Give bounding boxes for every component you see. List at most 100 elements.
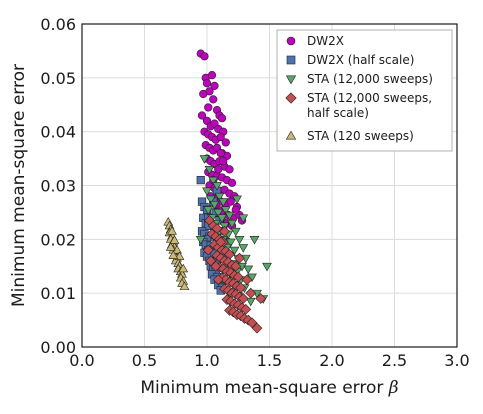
y-tick-label: 0.01 [40, 284, 76, 303]
data-point [241, 274, 253, 286]
legend-label: STA (12,000 sweeps, half scale) [307, 91, 432, 120]
data-point [196, 176, 205, 185]
x-axis-label-symbol: β [388, 378, 399, 398]
data-point [214, 165, 223, 174]
data-point [230, 227, 241, 237]
x-axis-label-text: Minimum mean-square error [140, 378, 383, 398]
x-axis-ticks: 0.0 0.5 1.0 1.5 2.0 2.5 3.0 [69, 351, 469, 370]
data-point [202, 244, 214, 256]
data-point [225, 165, 234, 174]
data-point [205, 255, 217, 267]
data-points [163, 49, 272, 334]
data-point [214, 192, 225, 202]
y-axis-label: Minimum mean-square error [9, 64, 29, 307]
legend-label: DW2X [307, 34, 344, 48]
y-tick-label: 0.06 [40, 15, 76, 34]
legend-marker [286, 55, 296, 65]
data-point [255, 293, 267, 304]
data-point [235, 282, 247, 294]
legend-label: STA (120 sweeps) [307, 129, 414, 143]
data-point [224, 211, 235, 221]
data-point [202, 187, 212, 197]
data-point [262, 262, 272, 272]
data-point [245, 287, 257, 299]
legend-marker [285, 92, 297, 104]
x-tick-label: 1.0 [194, 351, 219, 370]
data-point [234, 235, 245, 245]
data-point [199, 89, 208, 99]
data-point [240, 303, 252, 315]
x-tick-label: 0.5 [132, 351, 157, 370]
data-point [227, 219, 237, 229]
data-point [179, 281, 190, 291]
data-point [231, 205, 240, 214]
y-tick-label: 0.03 [40, 177, 76, 196]
data-point [217, 114, 227, 123]
data-point [249, 235, 260, 245]
data-point [178, 263, 189, 273]
y-tick-label: 0.05 [40, 69, 76, 88]
data-point [210, 260, 222, 272]
data-point [209, 95, 218, 104]
legend-entry-4: STA (12,000 sweeps, half scale) [285, 91, 432, 120]
y-axis-ticks: 0.00 0.01 0.02 0.03 0.04 0.05 0.06 [40, 15, 76, 357]
legend-entry-1: DW2X [286, 34, 344, 48]
data-point [208, 176, 219, 186]
data-point [165, 242, 176, 251]
legend-marker [285, 75, 297, 85]
data-point [227, 178, 237, 187]
legend-marker [286, 36, 296, 46]
data-point [212, 274, 224, 286]
data-point [225, 238, 236, 248]
data-point [205, 195, 216, 205]
data-point [234, 252, 245, 264]
data-point [237, 293, 249, 304]
x-tick-label: 3.0 [444, 351, 469, 370]
data-point [243, 265, 254, 275]
data-point [207, 71, 217, 80]
legend-entry-2: DW2X (half scale) [286, 53, 414, 67]
data-point [238, 244, 249, 253]
data-point [226, 197, 235, 206]
data-point [210, 81, 219, 91]
data-point [246, 317, 258, 329]
data-point [229, 246, 240, 256]
data-point [230, 260, 242, 272]
data-point [221, 138, 230, 147]
data-point [197, 111, 207, 120]
data-point [213, 209, 224, 218]
data-point [195, 235, 206, 245]
data-point [209, 201, 220, 210]
data-point [204, 166, 215, 175]
data-point [232, 271, 244, 283]
data-point [167, 226, 177, 235]
data-point [202, 79, 212, 88]
x-tick-label: 2.5 [382, 351, 407, 370]
data-point [204, 103, 213, 112]
data-point [200, 52, 209, 61]
data-point [238, 214, 249, 223]
y-tick-label: 0.00 [40, 338, 76, 357]
legend: DW2X DW2X (half scale) STA (12,000 sweeps)… [276, 29, 453, 152]
data-point [215, 236, 227, 248]
data-point [212, 182, 222, 191]
data-point [219, 225, 230, 237]
data-point [199, 155, 210, 164]
x-axis-label: Minimum mean-square error β [140, 378, 398, 398]
plot-frame [81, 23, 458, 348]
legend-label: DW2X (half scale) [307, 53, 414, 67]
series-4 [202, 215, 267, 334]
x-tick-label: 1.5 [257, 351, 282, 370]
data-point [218, 198, 229, 207]
legend-entry-3: STA (12,000 sweeps) [285, 72, 433, 86]
y-tick-label: 0.02 [40, 230, 76, 249]
data-point [203, 206, 214, 215]
data-point [216, 149, 225, 158]
x-tick-label: 0.0 [69, 351, 94, 370]
data-point [169, 235, 180, 244]
series-1 [196, 49, 247, 230]
legend-marker [285, 130, 297, 140]
data-point [232, 195, 242, 205]
data-point [220, 206, 231, 215]
